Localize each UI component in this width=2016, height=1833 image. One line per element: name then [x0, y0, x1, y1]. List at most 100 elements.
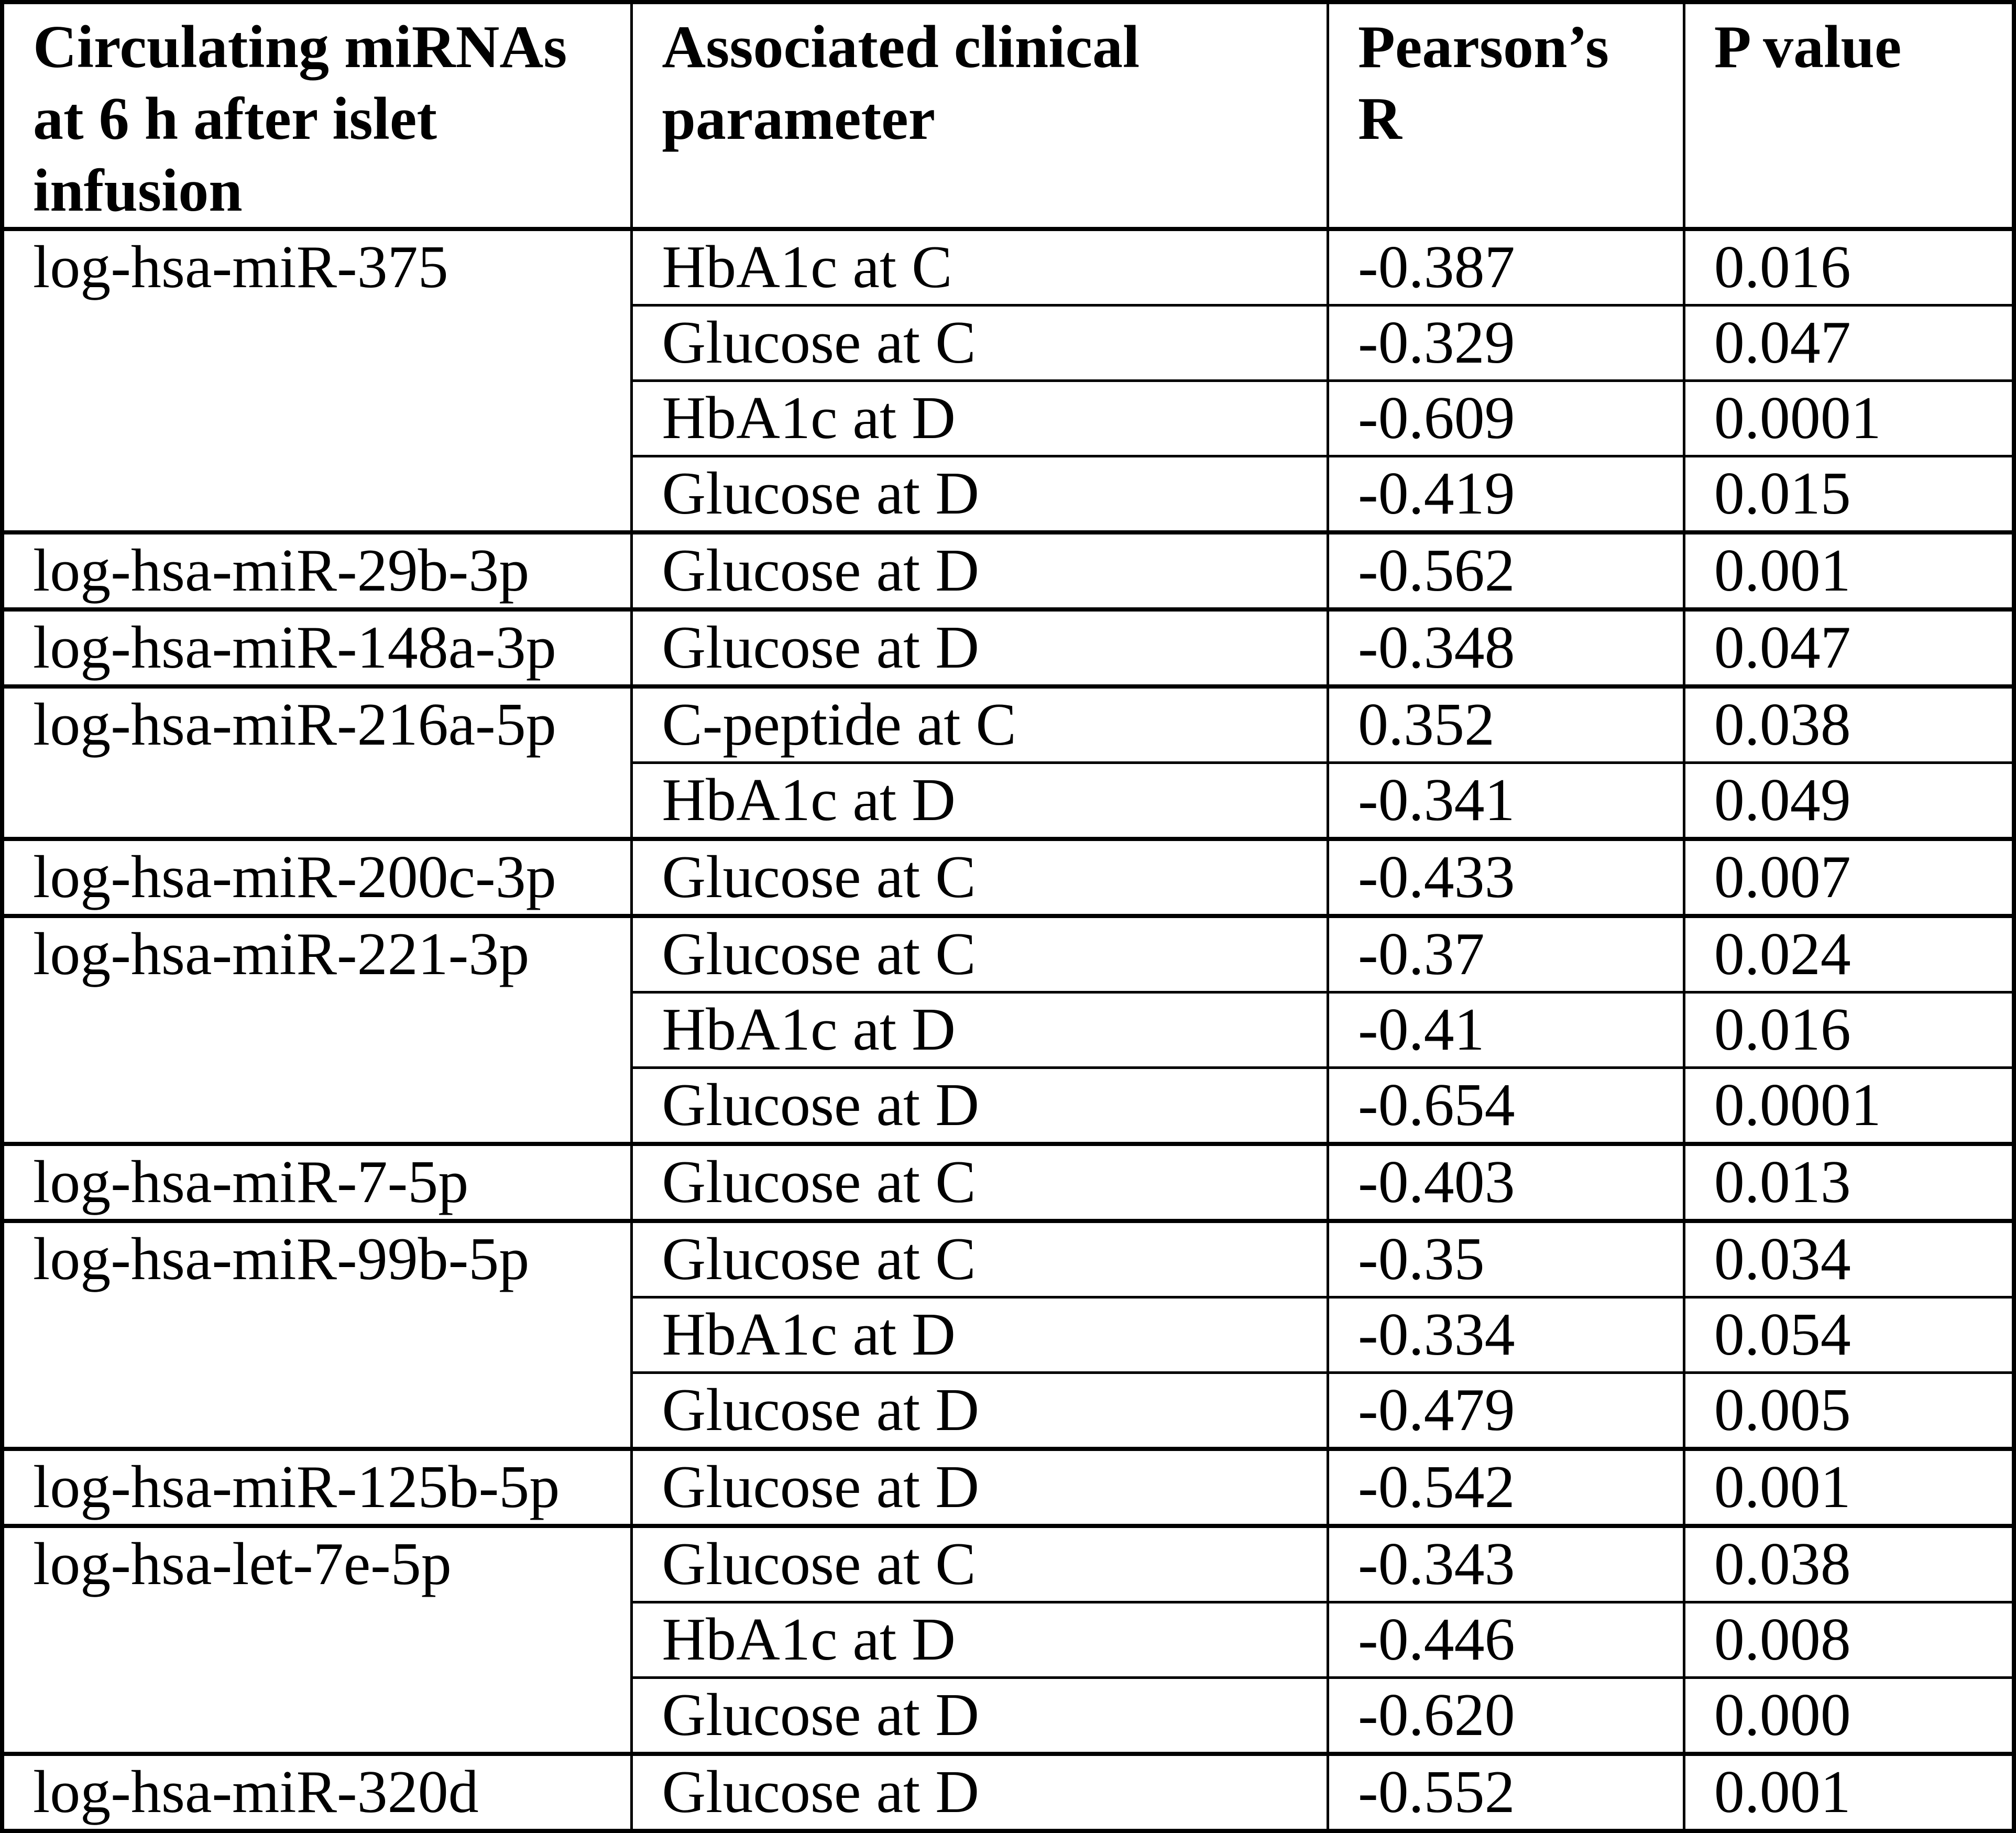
- pearson-r-cell: -0.433: [1327, 837, 1685, 918]
- parameter-cell: Glucose at C: [630, 914, 1330, 994]
- table-row: Glucose at D -0.654 0.0001: [2, 1066, 2015, 1145]
- table-row: HbA1c at D -0.446 0.008: [2, 1601, 2015, 1679]
- mirna-name-cell: log-hsa-let-7e-5p: [1, 1524, 633, 1755]
- p-value-cell: 0.0001: [1682, 379, 2015, 457]
- pearson-r-cell: -0.41: [1327, 991, 1685, 1069]
- pearson-r-cell: -0.552: [1327, 1752, 1685, 1832]
- p-value-cell: 0.007: [1682, 837, 2015, 918]
- parameter-cell: Glucose at D: [630, 1676, 1330, 1755]
- table-row: log-hsa-miR-7-5p Glucose at C -0.403 0.013: [1, 1142, 2015, 1223]
- table-row: log-hsa-miR-29b-3p Glucose at D -0.562 0.00…: [1, 530, 2015, 611]
- parameter-cell: Glucose at C: [630, 1142, 1330, 1223]
- parameter-cell: Glucose at C: [630, 837, 1330, 918]
- mirna-name-cell: log-hsa-miR-29b-3p: [1, 530, 633, 611]
- p-value-cell: 0.013: [1682, 1142, 2015, 1223]
- parameter-cell: HbA1c at D: [630, 991, 1330, 1069]
- header-pearsons-r: Pearson’s R: [1327, 2, 1685, 231]
- parameter-cell: Glucose at D: [630, 530, 1330, 611]
- mirna-name-cell: log-hsa-miR-375: [1, 227, 633, 534]
- table-row: log-hsa-miR-200c-3p Glucose at C -0.433 0.0…: [1, 837, 2015, 918]
- table-row: Glucose at C -0.329 0.047: [2, 304, 2015, 382]
- p-value-cell: 0.001: [1682, 530, 2015, 611]
- p-value-cell: 0.005: [1682, 1371, 2015, 1450]
- parameter-cell: Glucose at D: [630, 1066, 1330, 1145]
- parameter-cell: HbA1c at D: [630, 1296, 1330, 1374]
- parameter-cell: Glucose at D: [630, 607, 1330, 688]
- mirna-name-cell: log-hsa-miR-221-3p: [1, 914, 633, 1145]
- parameter-cell: Glucose at D: [630, 455, 1330, 534]
- pearson-r-cell: -0.341: [1327, 761, 1685, 841]
- mirna-name-cell: log-hsa-miR-200c-3p: [1, 837, 633, 918]
- p-value-cell: 0.047: [1682, 304, 2015, 382]
- pearson-r-cell: -0.35: [1327, 1219, 1685, 1299]
- parameter-cell: Glucose at C: [630, 1219, 1330, 1299]
- pearson-r-cell: -0.620: [1327, 1676, 1685, 1755]
- parameter-cell: C-peptide at C: [630, 684, 1330, 764]
- mirna-name-cell: log-hsa-miR-148a-3p: [1, 607, 633, 688]
- p-value-cell: 0.049: [1682, 761, 2015, 841]
- p-value-cell: 0.016: [1682, 991, 2015, 1069]
- table-row: log-hsa-let-7e-5p Glucose at C -0.343 0.038: [1, 1524, 2015, 1755]
- parameter-cell: Glucose at C: [630, 1524, 1330, 1603]
- table-body: log-hsa-miR-375 HbA1c at C -0.387 0.016 Gluc…: [1, 227, 2015, 1832]
- parameter-cell: Glucose at D: [630, 1447, 1330, 1528]
- p-value-cell: 0.038: [1682, 684, 2015, 764]
- pearson-r-cell: -0.37: [1327, 914, 1685, 994]
- pearson-r-cell: -0.334: [1327, 1296, 1685, 1374]
- table-row: HbA1c at D -0.341 0.049: [2, 761, 2015, 841]
- p-value-cell: 0.015: [1682, 455, 2015, 534]
- table-row: log-hsa-miR-216a-5p C-peptide at C 0.352 0.…: [1, 684, 2015, 841]
- pearson-r-cell: -0.562: [1327, 530, 1685, 611]
- pearson-r-cell: -0.479: [1327, 1371, 1685, 1450]
- table-row: HbA1c at D -0.41 0.016: [2, 991, 2015, 1069]
- pearson-r-cell: -0.542: [1327, 1447, 1685, 1528]
- parameter-cell: Glucose at C: [630, 304, 1330, 382]
- parameter-cell: HbA1c at D: [630, 761, 1330, 841]
- mirna-name-cell: log-hsa-miR-99b-5p: [1, 1219, 633, 1450]
- parameter-cell: Glucose at D: [630, 1752, 1330, 1832]
- mirna-name-cell: log-hsa-miR-7-5p: [1, 1142, 633, 1223]
- mirna-name-cell: log-hsa-miR-216a-5p: [1, 684, 633, 841]
- mirna-name-cell: log-hsa-miR-320d: [1, 1752, 633, 1832]
- pearson-r-cell: -0.329: [1327, 304, 1685, 382]
- header-row: Circulating miRNAs at 6 h after islet in…: [1, 2, 2015, 231]
- parameter-cell: HbA1c at C: [630, 227, 1330, 307]
- mirna-name-cell: log-hsa-miR-125b-5p: [1, 1447, 633, 1528]
- pearson-r-cell: -0.403: [1327, 1142, 1685, 1223]
- header-associated-clinical-parameter: Associated clinical parameter: [630, 2, 1330, 231]
- p-value-cell: 0.0001: [1682, 1066, 2015, 1145]
- pearson-r-cell: -0.654: [1327, 1066, 1685, 1145]
- parameter-cell: HbA1c at D: [630, 379, 1330, 457]
- table-row: HbA1c at D -0.334 0.054: [2, 1296, 2015, 1374]
- p-value-cell: 0.000: [1682, 1676, 2015, 1755]
- table-row: log-hsa-miR-320d Glucose at D -0.552 0.001: [1, 1752, 2015, 1832]
- p-value-cell: 0.034: [1682, 1219, 2015, 1299]
- pearson-r-cell: -0.446: [1327, 1601, 1685, 1679]
- p-value-cell: 0.024: [1682, 914, 2015, 994]
- p-value-cell: 0.038: [1682, 1524, 2015, 1603]
- table-row: Glucose at D -0.479 0.005: [2, 1371, 2015, 1450]
- table-row: log-hsa-miR-99b-5p Glucose at C -0.35 0.034: [1, 1219, 2015, 1450]
- parameter-cell: Glucose at D: [630, 1371, 1330, 1450]
- parameter-cell: HbA1c at D: [630, 1601, 1330, 1679]
- table-row: log-hsa-miR-375 HbA1c at C -0.387 0.016: [1, 227, 2015, 534]
- table-header: Circulating miRNAs at 6 h after islet in…: [1, 2, 2015, 231]
- p-value-cell: 0.016: [1682, 227, 2015, 307]
- table-row: log-hsa-miR-148a-3p Glucose at D -0.348 0.0…: [1, 607, 2015, 688]
- table-row: log-hsa-miR-221-3p Glucose at C -0.37 0.024: [1, 914, 2015, 1145]
- header-p-value: P value: [1682, 2, 2015, 231]
- pearson-r-cell: 0.352: [1327, 684, 1685, 764]
- pearson-r-cell: -0.609: [1327, 379, 1685, 457]
- table-row: HbA1c at D -0.609 0.0001: [2, 379, 2015, 457]
- p-value-cell: 0.001: [1682, 1447, 2015, 1528]
- pearson-r-cell: -0.387: [1327, 227, 1685, 307]
- header-circulating-mirnas: Circulating miRNAs at 6 h after islet in…: [1, 2, 633, 231]
- pearson-r-cell: -0.419: [1327, 455, 1685, 534]
- p-value-cell: 0.054: [1682, 1296, 2015, 1374]
- p-value-cell: 0.008: [1682, 1601, 2015, 1679]
- p-value-cell: 0.001: [1682, 1752, 2015, 1832]
- p-value-cell: 0.047: [1682, 607, 2015, 688]
- table-row: Glucose at D -0.419 0.015: [2, 455, 2015, 534]
- table-row: log-hsa-miR-125b-5p Glucose at D -0.542 0.0…: [1, 1447, 2015, 1528]
